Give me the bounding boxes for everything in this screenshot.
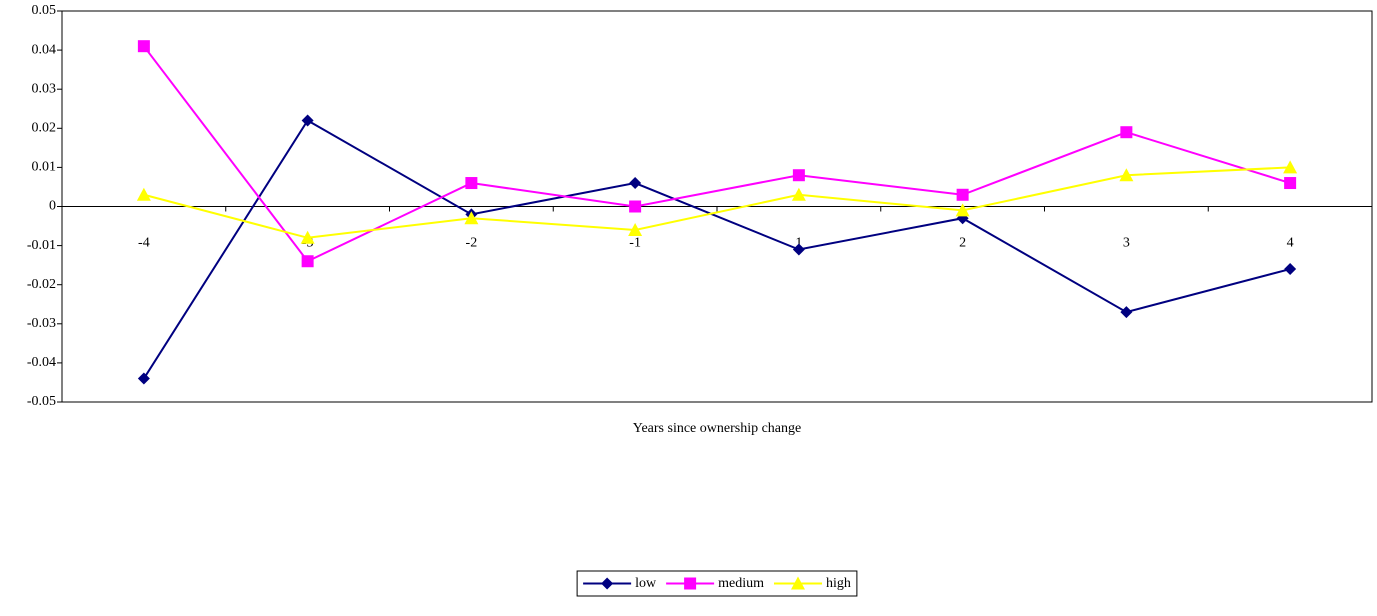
x-tick-label: 3 (1123, 236, 1130, 251)
marker (791, 187, 806, 201)
y-tick-label: 0.01 (32, 160, 57, 175)
y-tick-label: -0.03 (27, 316, 56, 331)
y-tick-label: 0.04 (32, 42, 57, 57)
marker (1120, 306, 1133, 319)
legend-label: medium (718, 576, 764, 591)
y-tick-label: 0.03 (32, 81, 57, 96)
marker (1284, 263, 1297, 276)
marker (792, 243, 805, 256)
marker (301, 114, 314, 127)
marker (1284, 177, 1297, 190)
marker (955, 203, 970, 217)
marker (629, 200, 642, 213)
marker (464, 211, 479, 225)
y-tick-label: -0.04 (27, 355, 56, 370)
x-tick-label: -2 (466, 236, 478, 251)
y-tick-label: 0.02 (32, 121, 57, 136)
marker (791, 576, 805, 590)
y-tick-label: -0.05 (27, 394, 56, 409)
marker (684, 577, 697, 590)
marker (465, 177, 478, 190)
y-tick-label: -0.01 (27, 238, 56, 253)
marker (136, 187, 151, 201)
x-tick-label: 2 (959, 236, 966, 251)
x-tick-label: 1 (795, 236, 802, 251)
marker (137, 372, 150, 385)
legend-label: high (826, 576, 851, 591)
marker (792, 169, 805, 182)
marker (1283, 160, 1298, 174)
marker (1120, 126, 1133, 139)
legend: low medium high (576, 570, 858, 597)
y-tick-label: -0.02 (27, 277, 56, 292)
marker (601, 577, 614, 590)
y-tick-label: 0 (49, 199, 56, 214)
marker (301, 255, 314, 268)
x-tick-label: 4 (1287, 236, 1294, 251)
marker (956, 188, 969, 201)
x-axis-title: Years since ownership change (633, 421, 801, 436)
series-line (143, 45, 1291, 263)
marker (628, 222, 643, 236)
marker (300, 230, 315, 244)
y-tick-label: 0.05 (32, 3, 57, 18)
x-tick-label: -1 (629, 236, 641, 251)
marker (1119, 168, 1134, 182)
series-line (143, 119, 1291, 380)
series-line (143, 166, 1291, 239)
legend-label: low (635, 576, 657, 591)
x-tick-label: -4 (138, 236, 150, 251)
marker (629, 177, 642, 190)
marker (137, 40, 150, 53)
